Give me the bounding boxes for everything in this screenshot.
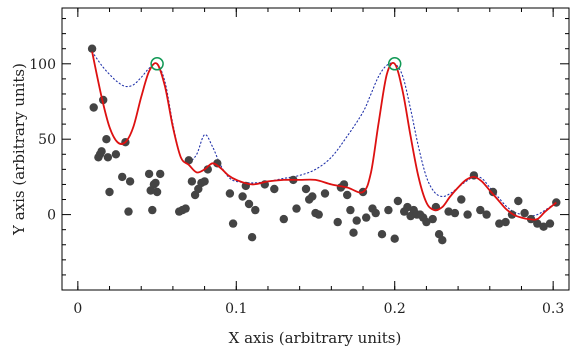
data-point — [184, 156, 193, 165]
data-point — [238, 192, 247, 201]
data-point — [105, 187, 114, 197]
data-point — [520, 208, 529, 218]
y-tick-label: 0 — [47, 208, 56, 224]
data-point — [488, 187, 498, 197]
data-point — [244, 199, 254, 209]
data-point — [501, 217, 510, 227]
x-tick-label: 0.2 — [384, 301, 406, 317]
data-point — [422, 217, 431, 227]
peak-marker — [387, 57, 402, 71]
data-point — [151, 178, 160, 188]
data-point — [124, 207, 133, 216]
data-point — [301, 184, 311, 194]
model-curve — [91, 51, 557, 217]
data-point — [514, 196, 523, 206]
data-point — [181, 204, 190, 213]
model-line-path — [91, 51, 557, 217]
data-point — [200, 177, 209, 186]
data-point — [539, 222, 548, 231]
data-point — [247, 233, 257, 242]
peak-markers — [150, 57, 402, 71]
data-point — [203, 165, 212, 174]
data-point — [87, 44, 97, 53]
data-point — [308, 192, 317, 201]
data-point — [102, 135, 111, 144]
plot-frame — [61, 7, 570, 291]
data-point — [156, 169, 165, 179]
data-point — [533, 219, 542, 228]
data-point — [279, 214, 288, 224]
data-point — [438, 236, 447, 245]
data-point — [187, 177, 197, 186]
fit-line-path — [91, 51, 557, 221]
peak-marker — [150, 57, 164, 71]
data-point — [495, 219, 504, 228]
data-point — [148, 205, 157, 215]
data-points — [87, 44, 561, 245]
data-point — [314, 210, 323, 219]
x-tick-label: 0 — [73, 301, 82, 317]
data-point — [118, 172, 127, 182]
tick-labels: 0 0.1 0.2 0.3 0 50 100 — [29, 57, 564, 317]
data-point — [97, 147, 106, 156]
data-point — [384, 205, 393, 215]
data-point — [89, 103, 98, 112]
x-tick-label: 0.3 — [542, 301, 564, 317]
x-axis-label: X axis (arbitrary units) — [229, 329, 402, 347]
data-point — [428, 214, 437, 224]
data-point — [111, 150, 121, 159]
data-point — [377, 230, 387, 239]
data-point — [390, 234, 399, 243]
data-point — [457, 195, 466, 204]
data-point — [103, 153, 113, 162]
data-point — [251, 205, 260, 215]
data-point — [450, 208, 460, 218]
data-point — [403, 202, 412, 212]
y-tick-label: 50 — [38, 132, 56, 148]
data-point — [393, 196, 403, 206]
fit-curve — [91, 51, 557, 221]
x-tick-label: 0.1 — [225, 301, 247, 317]
y-axis-label: Y axis (arbitrary units) — [10, 63, 28, 236]
data-point — [225, 189, 235, 198]
data-point — [144, 169, 154, 179]
data-point — [213, 159, 222, 168]
data-point — [152, 187, 162, 197]
data-point — [482, 210, 491, 219]
data-point — [371, 208, 380, 218]
data-point — [463, 210, 472, 219]
data-point — [349, 228, 358, 237]
data-point — [343, 190, 352, 200]
data-point — [352, 216, 361, 225]
data-point — [125, 177, 135, 186]
data-point — [320, 189, 330, 198]
data-point — [545, 219, 555, 228]
axis-ticks — [62, 8, 569, 290]
data-point — [346, 205, 355, 215]
data-point — [476, 205, 485, 215]
data-point — [333, 217, 342, 227]
data-point — [270, 184, 279, 194]
data-point — [228, 219, 238, 228]
data-point — [444, 207, 453, 216]
y-tick-label: 100 — [29, 57, 56, 73]
data-point — [292, 204, 301, 213]
data-point — [362, 213, 371, 222]
